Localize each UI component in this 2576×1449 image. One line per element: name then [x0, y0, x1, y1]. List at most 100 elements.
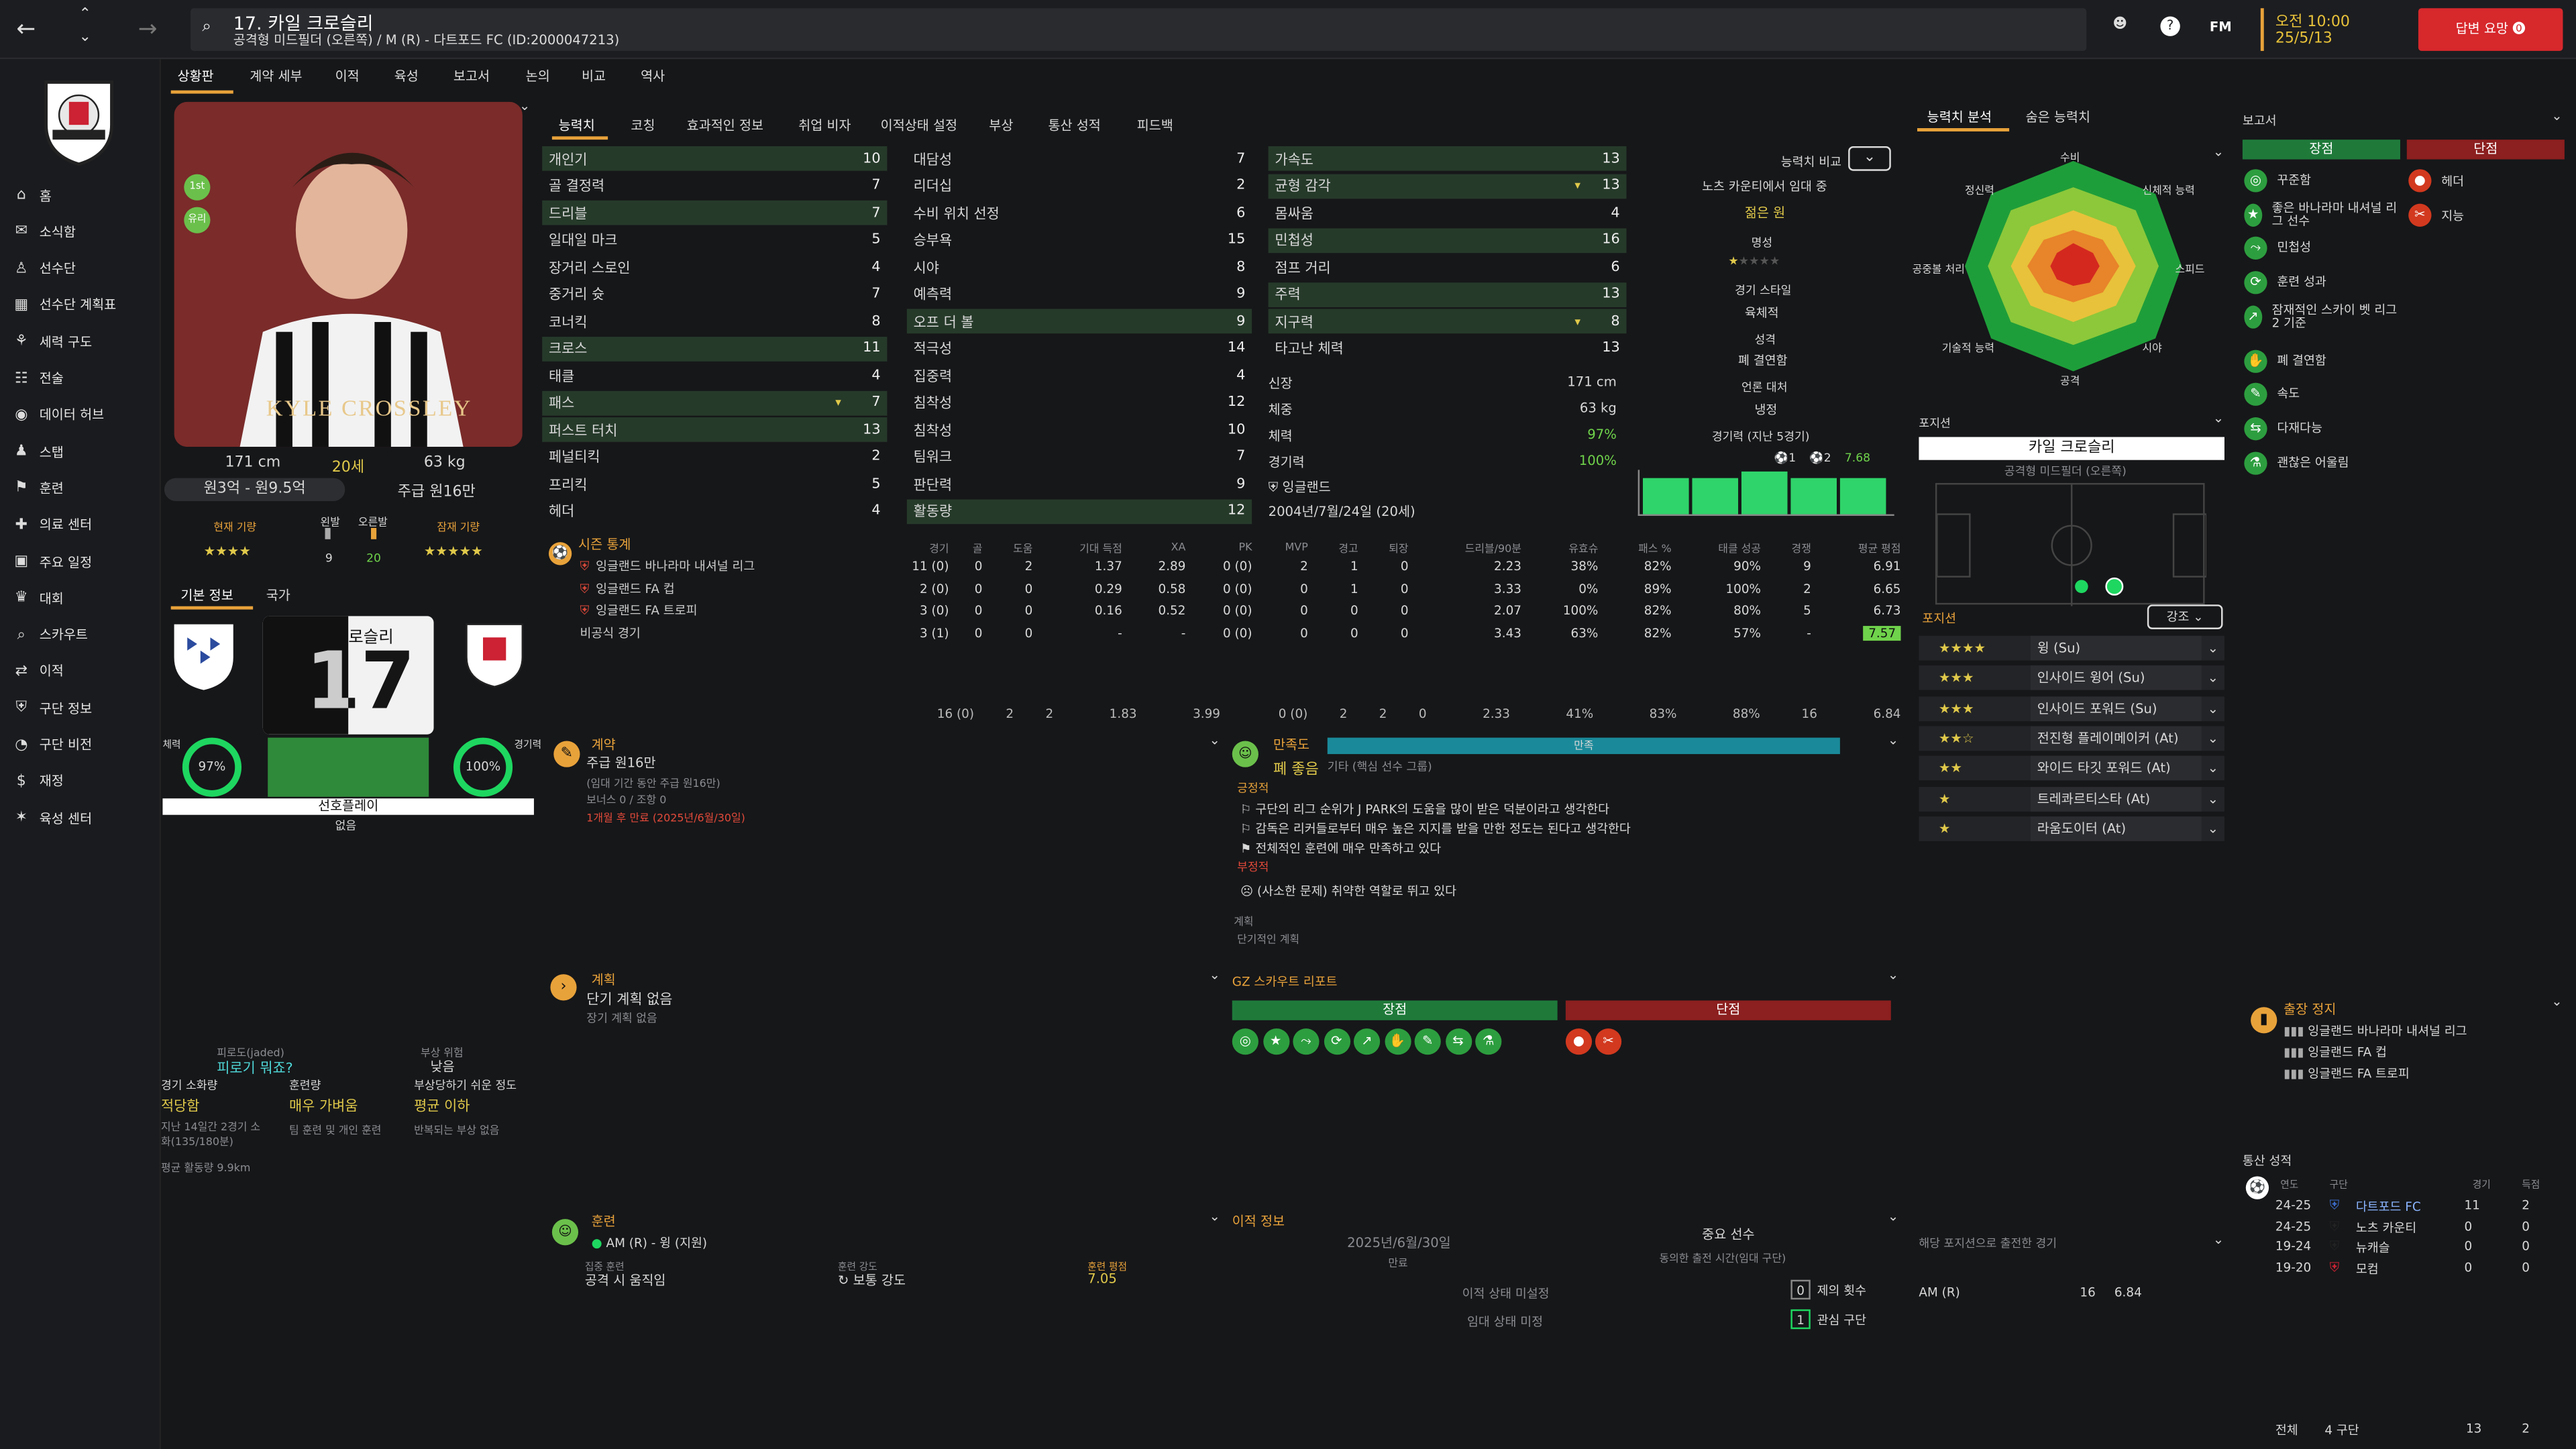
sidebar-item[interactable]: ◔ 구단 비전: [10, 729, 158, 761]
career-club[interactable]: 다트포드 FC: [2355, 1199, 2421, 1214]
scout-title[interactable]: GZ 스카우트 리포트: [1232, 974, 1338, 989]
tab-basic-info[interactable]: 기본 정보: [180, 588, 233, 603]
sidebar-item[interactable]: ◉ 데이터 허브: [10, 399, 158, 432]
strength-text: 좋은 바나라마 내셔널 리그 선수: [2271, 200, 2398, 228]
plans-title[interactable]: 계획: [591, 972, 616, 987]
nav-down-icon[interactable]: ⌄: [78, 30, 92, 46]
training-collapse-icon[interactable]: ⌄: [1209, 1209, 1220, 1224]
tab-transfer-status[interactable]: 이적상태 설정: [880, 118, 958, 133]
sidebar-item[interactable]: ⇄ 이적: [10, 655, 158, 688]
menu-history[interactable]: 역사: [641, 68, 665, 84]
sidebar-icon-10: ▣: [14, 553, 29, 570]
trend-up-icon: ▾: [835, 396, 841, 409]
menu-reports[interactable]: 보고서: [453, 68, 490, 84]
height: 171 cm: [225, 455, 281, 472]
menu-discuss[interactable]: 논의: [525, 68, 550, 84]
attribute-name: 헤더: [548, 504, 575, 521]
attribute-value: 4: [1236, 367, 1246, 384]
collapse-icon[interactable]: ⌄: [519, 98, 531, 113]
sidebar-item[interactable]: ⚘ 세력 구도: [10, 325, 158, 358]
role-row[interactable]: ★ 라움도이터 (At) ⌄: [1919, 816, 2224, 841]
fm-logo[interactable]: FM: [2209, 19, 2232, 35]
role-name: 인사이드 포워드 (Su): [2030, 696, 2202, 721]
report-collapse-icon[interactable]: ⌄: [2551, 108, 2563, 123]
sidebar-item[interactable]: ✉ 소식함: [10, 216, 158, 249]
menu-transfer[interactable]: 이적: [335, 68, 360, 84]
happiness-collapse-icon[interactable]: ⌄: [1887, 733, 1899, 748]
role-row[interactable]: ★★★★ 윙 (Su) ⌄: [1919, 635, 2224, 661]
training-title[interactable]: 훈련: [591, 1214, 616, 1229]
sidebar-item[interactable]: ⌕ 스카우트: [10, 619, 158, 651]
sidebar-item[interactable]: ♟ 스탭: [10, 435, 158, 468]
help-icon[interactable]: ?: [2160, 16, 2180, 36]
sidebar-item[interactable]: ▣ 주요 일정: [10, 545, 158, 578]
chevron-down-icon[interactable]: ⌄: [2207, 821, 2218, 837]
positive-1: ⚐ 구단의 리그 순위가 J PARK의 도움을 많이 받은 덕분이라고 생각한…: [1240, 800, 1609, 818]
career-h-club: 구단: [2329, 1179, 2348, 1191]
club-crest[interactable]: [33, 69, 125, 168]
transfer-title[interactable]: 이적 정보: [1232, 1214, 1285, 1229]
sidebar-item[interactable]: ⌂ 홈: [10, 179, 158, 212]
role-row[interactable]: ★ 트레콰르티스타 (At) ⌄: [1919, 786, 2224, 811]
sidebar-item[interactable]: ⚑ 훈련: [10, 472, 158, 505]
sidebar-item[interactable]: ✚ 의료 센터: [10, 508, 158, 541]
sidebar-item[interactable]: ⛨ 구단 정보: [10, 692, 158, 724]
search-bar[interactable]: ⌕ 17. 카일 크로슬리 공격형 미드필더 (오른쪽) / M (R) - 다…: [191, 8, 2087, 51]
attribute-value: 13: [1602, 177, 1620, 194]
scout-strength-icon: ↗: [1353, 1028, 1381, 1055]
continue-button[interactable]: 답변 요망 ⓿: [2418, 8, 2563, 51]
tab-career[interactable]: 통산 성적: [1048, 118, 1101, 133]
tab-nation[interactable]: 국가: [266, 588, 290, 603]
suspension-collapse-icon[interactable]: ⌄: [2551, 994, 2563, 1009]
positive-1-text: 구단의 리그 순위가 J PARK의 도움을 많이 받은 덕분이라고 생각한다: [1255, 802, 1610, 817]
tab-info[interactable]: 효과적인 정보: [686, 118, 764, 133]
nav-up-icon[interactable]: ⌃: [78, 6, 92, 23]
transfer-collapse-icon[interactable]: ⌄: [1887, 1209, 1899, 1224]
back-arrow-icon[interactable]: ←: [16, 16, 36, 43]
sidebar-item[interactable]: ♛ 대회: [10, 582, 158, 615]
sidebar-item-label: 이적: [39, 664, 64, 680]
compare-button[interactable]: ⌄: [1848, 146, 1891, 171]
chevron-down-icon[interactable]: ⌄: [2207, 731, 2218, 746]
face-icon[interactable]: ☻: [2112, 16, 2128, 33]
tab-coaching[interactable]: 코칭: [631, 118, 655, 133]
sidebar-item[interactable]: ♙ 선수단: [10, 252, 158, 285]
menu-overview[interactable]: 상황판: [177, 68, 214, 84]
sort-dropdown[interactable]: 강조 ⌄: [2147, 604, 2223, 629]
sidebar-item[interactable]: $ 재정: [10, 765, 158, 798]
tab-hidden[interactable]: 숨은 능력치: [2025, 110, 2090, 125]
role-row[interactable]: ★★★ 인사이드 윙어 (Su) ⌄: [1919, 665, 2224, 691]
sidebar-item[interactable]: ▦ 선수단 계획표: [10, 289, 158, 322]
happiness-title[interactable]: 만족도: [1273, 737, 1310, 753]
plans-collapse-icon[interactable]: ⌄: [1209, 967, 1220, 983]
menu-develop[interactable]: 육성: [394, 68, 419, 84]
season-title[interactable]: 시즌 통계: [578, 537, 631, 552]
chevron-down-icon[interactable]: ⌄: [2207, 670, 2218, 686]
tab-attributes[interactable]: 능력치: [558, 118, 595, 133]
season-cell: 0: [1300, 625, 1308, 641]
played-collapse-icon[interactable]: ⌄: [2212, 1232, 2224, 1247]
chevron-down-icon[interactable]: ⌄: [2207, 791, 2218, 806]
menu-compare[interactable]: 비교: [581, 68, 606, 84]
position-collapse-icon[interactable]: ⌄: [2212, 411, 2224, 426]
role-row[interactable]: ★★★ 인사이드 포워드 (Su) ⌄: [1919, 696, 2224, 721]
sidebar-item[interactable]: ☷ 전술: [10, 362, 158, 395]
sidebar-item[interactable]: ✶ 육성 센터: [10, 802, 158, 835]
analysis-collapse-icon[interactable]: ⌄: [2212, 144, 2224, 160]
role-row[interactable]: ★★☆ 전진형 플레이메이커 (At) ⌄: [1919, 726, 2224, 751]
role-row[interactable]: ★★ 와이드 타깃 포워드 (At) ⌄: [1919, 755, 2224, 781]
tab-visa[interactable]: 취업 비자: [798, 118, 851, 133]
scout-collapse-icon[interactable]: ⌄: [1887, 967, 1899, 983]
contract-collapse-icon[interactable]: ⌄: [1209, 733, 1220, 748]
forward-arrow-icon[interactable]: →: [138, 16, 158, 43]
menu-contract[interactable]: 계약 세부: [250, 68, 303, 84]
chevron-down-icon[interactable]: ⌄: [2207, 761, 2218, 776]
season-total-cell: 0: [1418, 706, 1427, 722]
position-label[interactable]: 포지션: [1922, 611, 1957, 627]
tab-injury[interactable]: 부상: [989, 118, 1014, 133]
tab-analysis[interactable]: 능력치 분석: [1927, 110, 1992, 125]
chevron-down-icon[interactable]: ⌄: [2207, 700, 2218, 716]
tab-feedback[interactable]: 피드백: [1136, 118, 1173, 133]
contract-title[interactable]: 계약: [591, 737, 616, 753]
chevron-down-icon[interactable]: ⌄: [2207, 641, 2218, 656]
